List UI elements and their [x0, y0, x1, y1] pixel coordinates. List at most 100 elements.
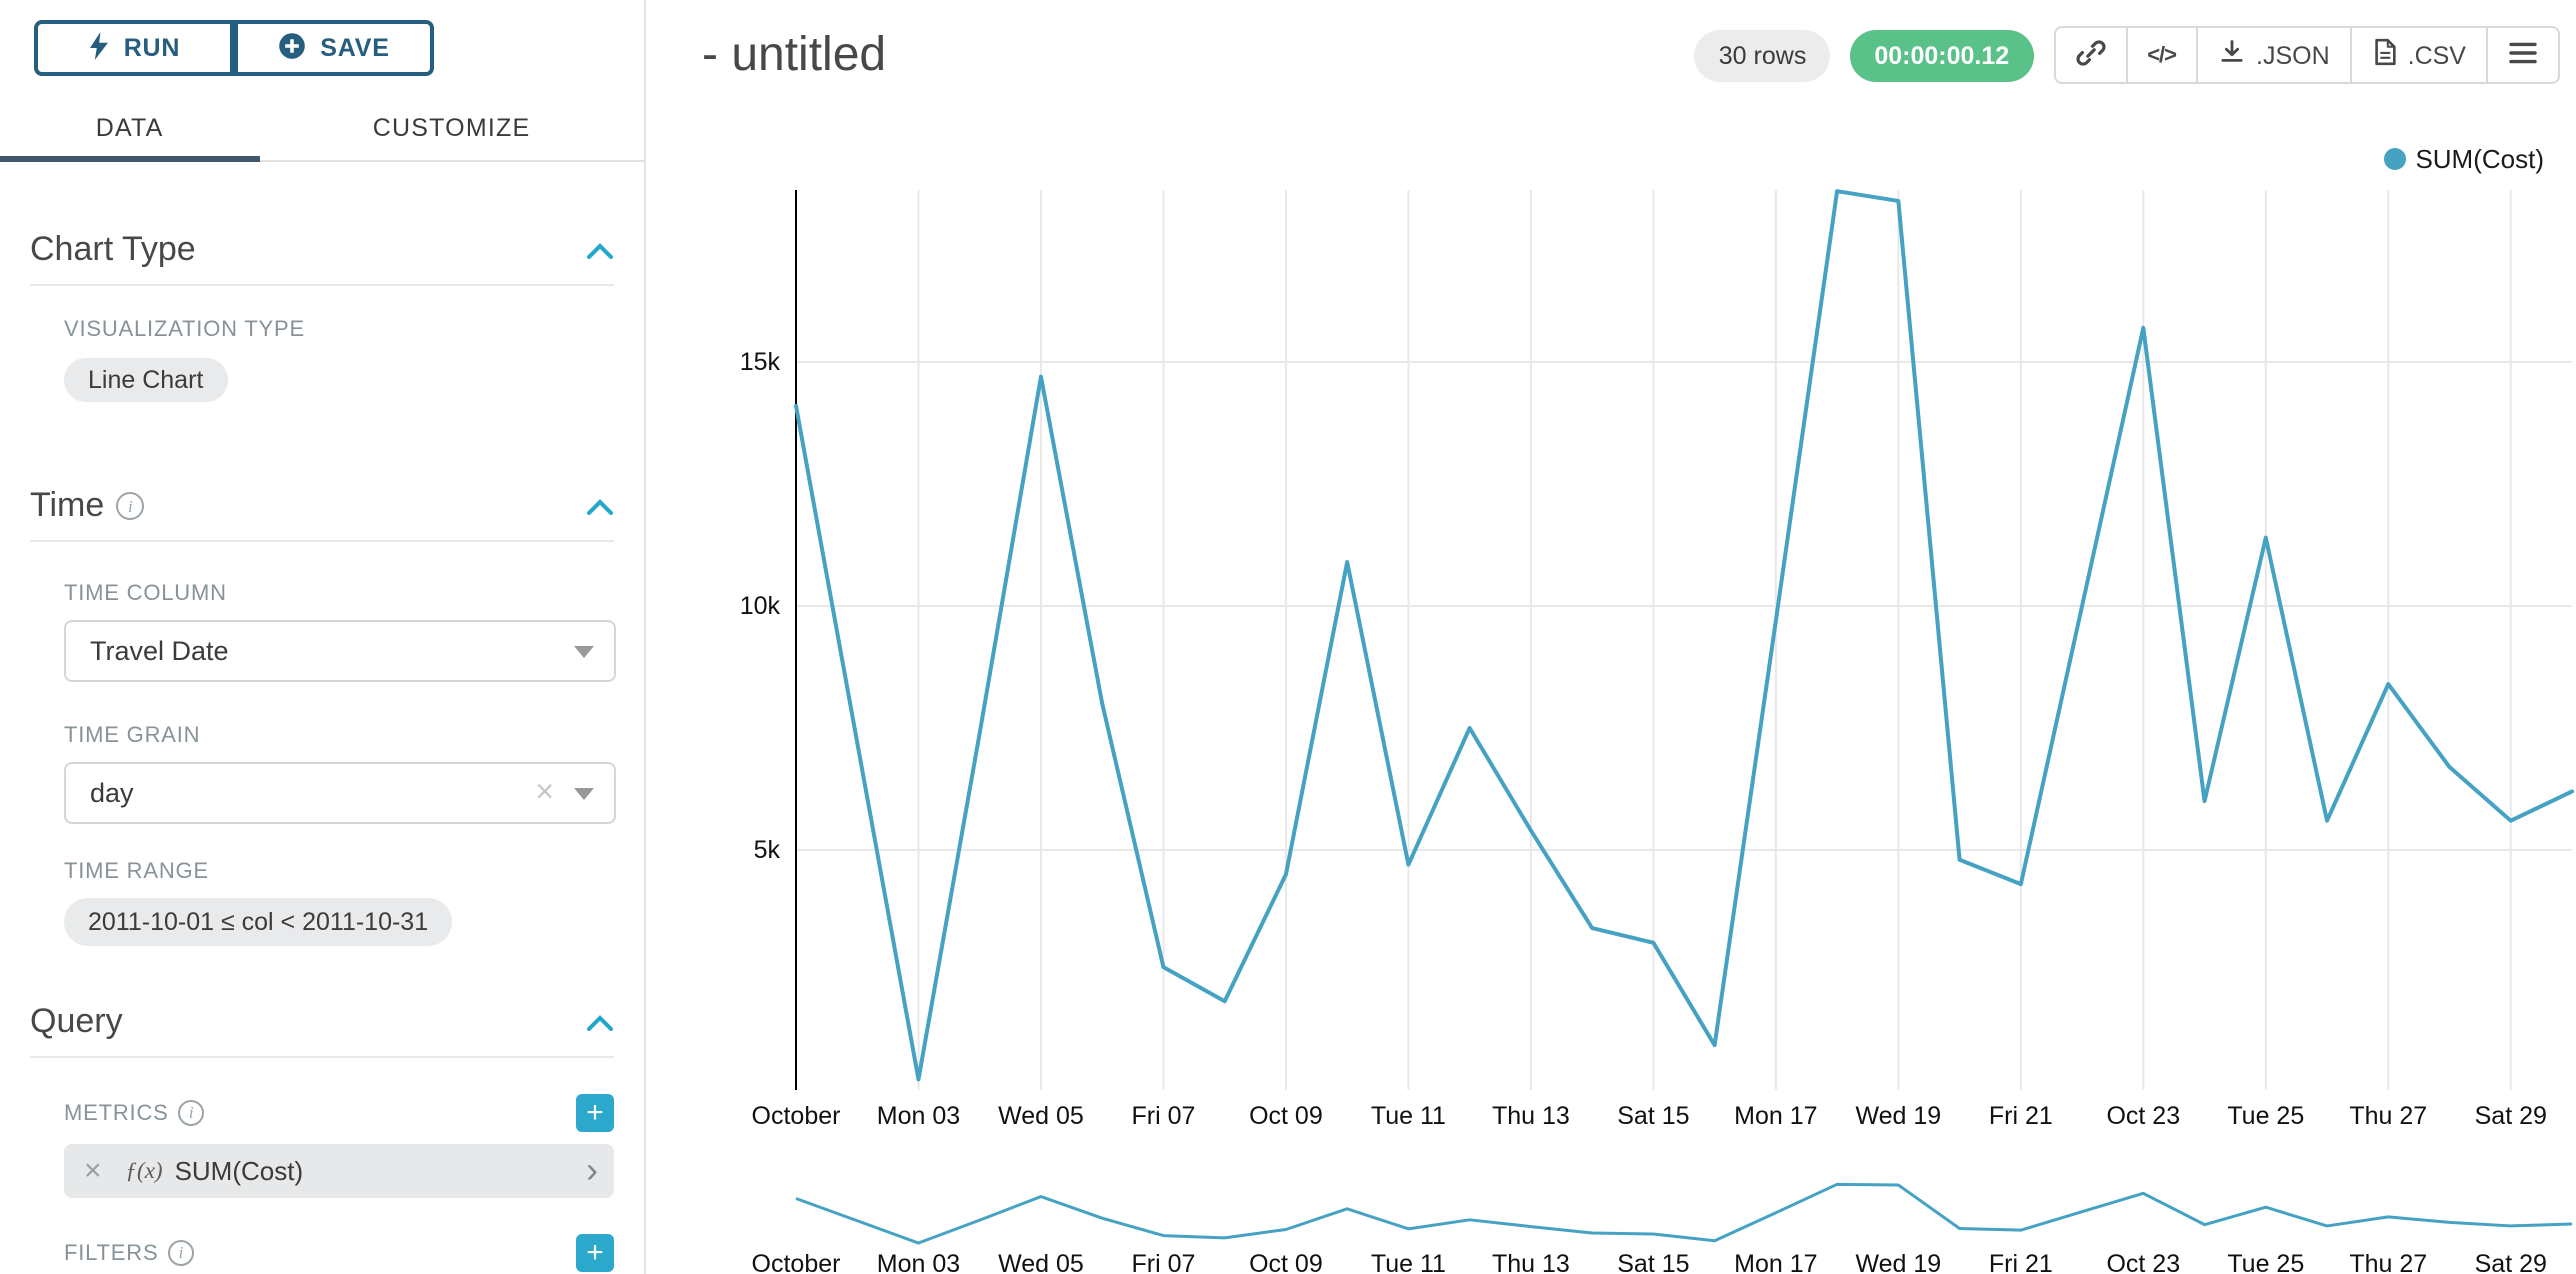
svg-text:Sat 15: Sat 15 — [1617, 1250, 1689, 1274]
svg-text:Sat 29: Sat 29 — [2475, 1102, 2547, 1130]
export-json-button[interactable]: .JSON — [2196, 26, 2352, 84]
fx-icon: ƒ(x) — [126, 1159, 163, 1183]
legend-series-label: SUM(Cost) — [2415, 144, 2544, 174]
svg-text:Thu 27: Thu 27 — [2349, 1250, 2427, 1274]
svg-text:Thu 13: Thu 13 — [1492, 1250, 1570, 1274]
svg-text:Oct 09: Oct 09 — [1249, 1250, 1323, 1274]
menu-button[interactable] — [2486, 26, 2560, 84]
info-icon: i — [116, 492, 144, 520]
time-section-header[interactable]: Time i — [30, 486, 614, 526]
info-icon: i — [179, 1100, 205, 1126]
caret-down-icon — [574, 787, 594, 799]
svg-text:Oct 23: Oct 23 — [2106, 1250, 2180, 1274]
chart-header-actions: 30 rows 00:00:00.12 </> — [1695, 26, 2560, 84]
svg-text:5k: 5k — [754, 836, 781, 864]
share-link-button[interactable] — [2053, 26, 2127, 84]
app: RUN SAVE DATA CUSTOMIZE Chart Type — [0, 0, 2576, 1274]
svg-text:October: October — [752, 1102, 841, 1130]
chart-panel: - untitled 30 rows 00:00:00.12 — [646, 0, 2576, 1274]
chart-title: - untitled — [702, 27, 886, 83]
time-section-title: Time — [30, 486, 104, 526]
chart-type-section-title: Chart Type — [30, 230, 196, 270]
active-tab-indicator — [0, 156, 260, 162]
svg-text:October: October — [752, 1250, 841, 1274]
chart-header: - untitled 30 rows 00:00:00.12 — [646, 0, 2576, 84]
export-csv-button[interactable]: .CSV — [2350, 26, 2488, 84]
svg-text:Tue 25: Tue 25 — [2227, 1102, 2304, 1130]
svg-text:Sat 15: Sat 15 — [1617, 1102, 1689, 1130]
add-metric-button[interactable]: + — [576, 1094, 614, 1132]
query-section-title: Query — [30, 1002, 123, 1042]
svg-text:Mon 03: Mon 03 — [877, 1250, 960, 1274]
link-icon — [2075, 37, 2105, 73]
svg-text:Wed 19: Wed 19 — [1855, 1250, 1941, 1274]
tab-customize-label: CUSTOMIZE — [373, 113, 531, 141]
svg-text:Wed 05: Wed 05 — [998, 1102, 1084, 1130]
query-actions: RUN SAVE — [34, 20, 644, 76]
svg-text:Fri 21: Fri 21 — [1989, 1250, 2053, 1274]
divider — [30, 284, 614, 286]
time-grain-label: TIME GRAIN — [64, 724, 614, 748]
metric-chip[interactable]: × ƒ(x) SUM(Cost) › — [64, 1144, 614, 1198]
embed-code-button[interactable]: </> — [2125, 26, 2198, 84]
control-panel: RUN SAVE DATA CUSTOMIZE Chart Type — [0, 0, 646, 1274]
file-icon — [2372, 38, 2398, 72]
run-button[interactable]: RUN — [34, 20, 234, 76]
svg-text:Sat 29: Sat 29 — [2475, 1250, 2547, 1274]
query-timer-badge: 00:00:00.12 — [1850, 29, 2033, 81]
code-icon: </> — [2147, 43, 2176, 67]
time-grain-value: day — [90, 778, 134, 808]
svg-text:Fri 07: Fri 07 — [1131, 1102, 1195, 1130]
metric-chip-label: SUM(Cost) — [175, 1156, 304, 1186]
svg-text:Tue 11: Tue 11 — [1371, 1250, 1446, 1274]
chart-canvas[interactable]: 5k10k15kOctoberMon 03Wed 05Fri 07Oct 09T… — [646, 0, 2576, 1274]
hamburger-menu-icon — [2508, 39, 2538, 71]
svg-text:Wed 05: Wed 05 — [998, 1250, 1084, 1274]
panel-tabs: DATA CUSTOMIZE — [0, 94, 644, 162]
tab-customize[interactable]: CUSTOMIZE — [259, 94, 644, 160]
add-filter-button[interactable]: + — [576, 1234, 614, 1272]
export-csv-label: .CSV — [2408, 41, 2466, 69]
legend-dot — [2383, 148, 2405, 170]
remove-metric-icon[interactable]: × — [84, 1156, 102, 1186]
svg-text:Wed 19: Wed 19 — [1855, 1102, 1941, 1130]
svg-text:Fri 07: Fri 07 — [1131, 1250, 1195, 1274]
time-grain-select[interactable]: day × — [64, 762, 616, 824]
svg-text:Mon 17: Mon 17 — [1734, 1102, 1817, 1130]
chevron-up-icon[interactable] — [586, 1013, 614, 1031]
download-icon — [2218, 38, 2246, 72]
caret-down-icon — [574, 645, 594, 657]
visualization-type-value[interactable]: Line Chart — [64, 358, 227, 402]
clear-x-icon[interactable]: × — [535, 777, 554, 809]
chevron-right-icon[interactable]: › — [586, 1151, 598, 1187]
svg-text:Oct 23: Oct 23 — [2106, 1102, 2180, 1130]
svg-text:Thu 13: Thu 13 — [1492, 1102, 1570, 1130]
time-column-select[interactable]: Travel Date — [64, 620, 616, 682]
tab-data[interactable]: DATA — [0, 94, 259, 160]
chart-legend[interactable]: SUM(Cost) — [2383, 144, 2544, 174]
metrics-label: METRICS i — [64, 1100, 205, 1126]
divider — [30, 540, 614, 542]
svg-text:Tue 11: Tue 11 — [1371, 1102, 1446, 1130]
svg-text:Oct 09: Oct 09 — [1249, 1102, 1323, 1130]
export-button-group: </> .JSON — [2053, 26, 2560, 84]
save-button[interactable]: SAVE — [234, 20, 434, 76]
save-button-label: SAVE — [320, 34, 389, 62]
export-json-label: .JSON — [2256, 41, 2330, 69]
svg-text:15k: 15k — [740, 348, 781, 376]
svg-text:Mon 17: Mon 17 — [1734, 1250, 1817, 1274]
visualization-type-label: VISUALIZATION TYPE — [64, 318, 614, 342]
plus-circle-icon — [278, 31, 306, 65]
tab-data-label: DATA — [96, 113, 164, 141]
query-section-header[interactable]: Query — [30, 1002, 614, 1042]
chart-type-section-header[interactable]: Chart Type — [30, 230, 614, 270]
svg-text:Mon 03: Mon 03 — [877, 1102, 960, 1130]
run-button-label: RUN — [124, 34, 181, 62]
chevron-up-icon[interactable] — [586, 497, 614, 515]
chevron-up-icon[interactable] — [586, 241, 614, 259]
svg-text:Fri 21: Fri 21 — [1989, 1102, 2053, 1130]
time-column-label: TIME COLUMN — [64, 582, 614, 606]
time-range-value[interactable]: 2011-10-01 ≤ col < 2011-10-31 — [64, 898, 452, 946]
svg-text:Tue 25: Tue 25 — [2227, 1250, 2304, 1274]
svg-text:Thu 27: Thu 27 — [2349, 1102, 2427, 1130]
